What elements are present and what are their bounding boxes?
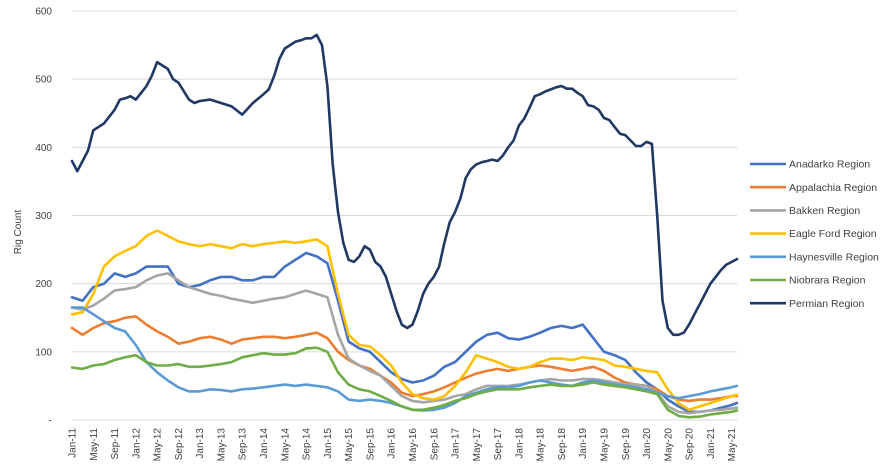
x-tick-label: Jan-15 bbox=[323, 428, 334, 459]
legend-label: Anadarko Region bbox=[789, 159, 870, 171]
x-tick-label: Jan-21 bbox=[706, 428, 717, 459]
y-tick-label: 400 bbox=[35, 143, 52, 154]
y-tick-label: - bbox=[49, 416, 52, 427]
x-tick-label: Jan-14 bbox=[259, 428, 270, 459]
series-line-eagle-ford-region bbox=[70, 229, 739, 412]
x-tick-label: Sep-19 bbox=[621, 428, 632, 461]
y-tick-label: 500 bbox=[35, 75, 52, 86]
y-axis-tick-labels: - 100 200 300 400 500 600 bbox=[35, 7, 52, 427]
x-tick-label: Jan-17 bbox=[451, 428, 462, 459]
series-line-bakken-region bbox=[70, 272, 739, 415]
x-tick-label: Jan-20 bbox=[642, 428, 653, 459]
series-line-niobrara-region bbox=[70, 346, 739, 419]
x-tick-label: Sep-18 bbox=[557, 428, 568, 461]
x-tick-label: Jan-18 bbox=[514, 428, 525, 459]
x-tick-label: May-12 bbox=[153, 428, 164, 462]
legend-label: Haynesville Region bbox=[789, 251, 879, 263]
x-tick-label: Jan-16 bbox=[387, 428, 398, 459]
legend-label: Permian Region bbox=[789, 298, 864, 310]
x-tick-label: May-11 bbox=[89, 428, 100, 461]
y-tick-label: 100 bbox=[35, 347, 52, 358]
series-lines bbox=[70, 33, 739, 419]
x-tick-label: May-20 bbox=[663, 428, 674, 462]
x-tick-label: Sep-17 bbox=[493, 428, 504, 461]
x-tick-label: Jan-12 bbox=[131, 428, 142, 459]
y-tick-label: 600 bbox=[35, 7, 52, 18]
x-tick-label: Sep-16 bbox=[429, 428, 440, 461]
y-axis-title: Rig Count bbox=[13, 210, 24, 255]
legend-label: Eagle Ford Region bbox=[789, 228, 877, 240]
x-tick-label: Sep-20 bbox=[685, 428, 696, 461]
x-tick-label: Jan-19 bbox=[578, 428, 589, 459]
x-tick-label: May-19 bbox=[600, 428, 611, 462]
legend-label: Niobrara Region bbox=[789, 275, 866, 287]
x-tick-label: May-13 bbox=[216, 428, 227, 462]
x-tick-label: Sep-14 bbox=[302, 428, 313, 461]
x-axis-tick-labels: Jan-11 May-11 Sep-11 Jan-12 May-12 Sep-12 Jan-… bbox=[68, 428, 739, 462]
legend: Anadarko Region Appalachia Region Bakken R… bbox=[750, 159, 879, 310]
legend-label: Bakken Region bbox=[789, 205, 860, 217]
x-tick-label: May-16 bbox=[408, 428, 419, 462]
x-tick-label: May-21 bbox=[727, 428, 738, 462]
x-tick-label: Jan-13 bbox=[195, 428, 206, 459]
x-tick-label: Sep-15 bbox=[365, 428, 376, 461]
x-tick-label: Sep-12 bbox=[174, 428, 185, 461]
x-tick-label: May-17 bbox=[472, 428, 483, 462]
gridlines bbox=[72, 10, 737, 421]
x-tick-label: May-18 bbox=[536, 428, 547, 462]
x-tick-label: Jan-11 bbox=[68, 428, 79, 458]
series-line-haynesville-region bbox=[70, 306, 739, 412]
y-tick-label: 300 bbox=[35, 211, 52, 222]
x-tick-label: Sep-13 bbox=[238, 428, 249, 461]
x-tick-label: Sep-11 bbox=[110, 428, 121, 460]
x-tick-label: May-15 bbox=[344, 428, 355, 462]
series-line-anadarko-region bbox=[70, 251, 739, 414]
legend-label: Appalachia Region bbox=[789, 182, 877, 194]
series-line-permian-region bbox=[70, 33, 739, 337]
x-tick-label: May-14 bbox=[280, 428, 291, 462]
y-tick-label: 200 bbox=[35, 279, 52, 290]
